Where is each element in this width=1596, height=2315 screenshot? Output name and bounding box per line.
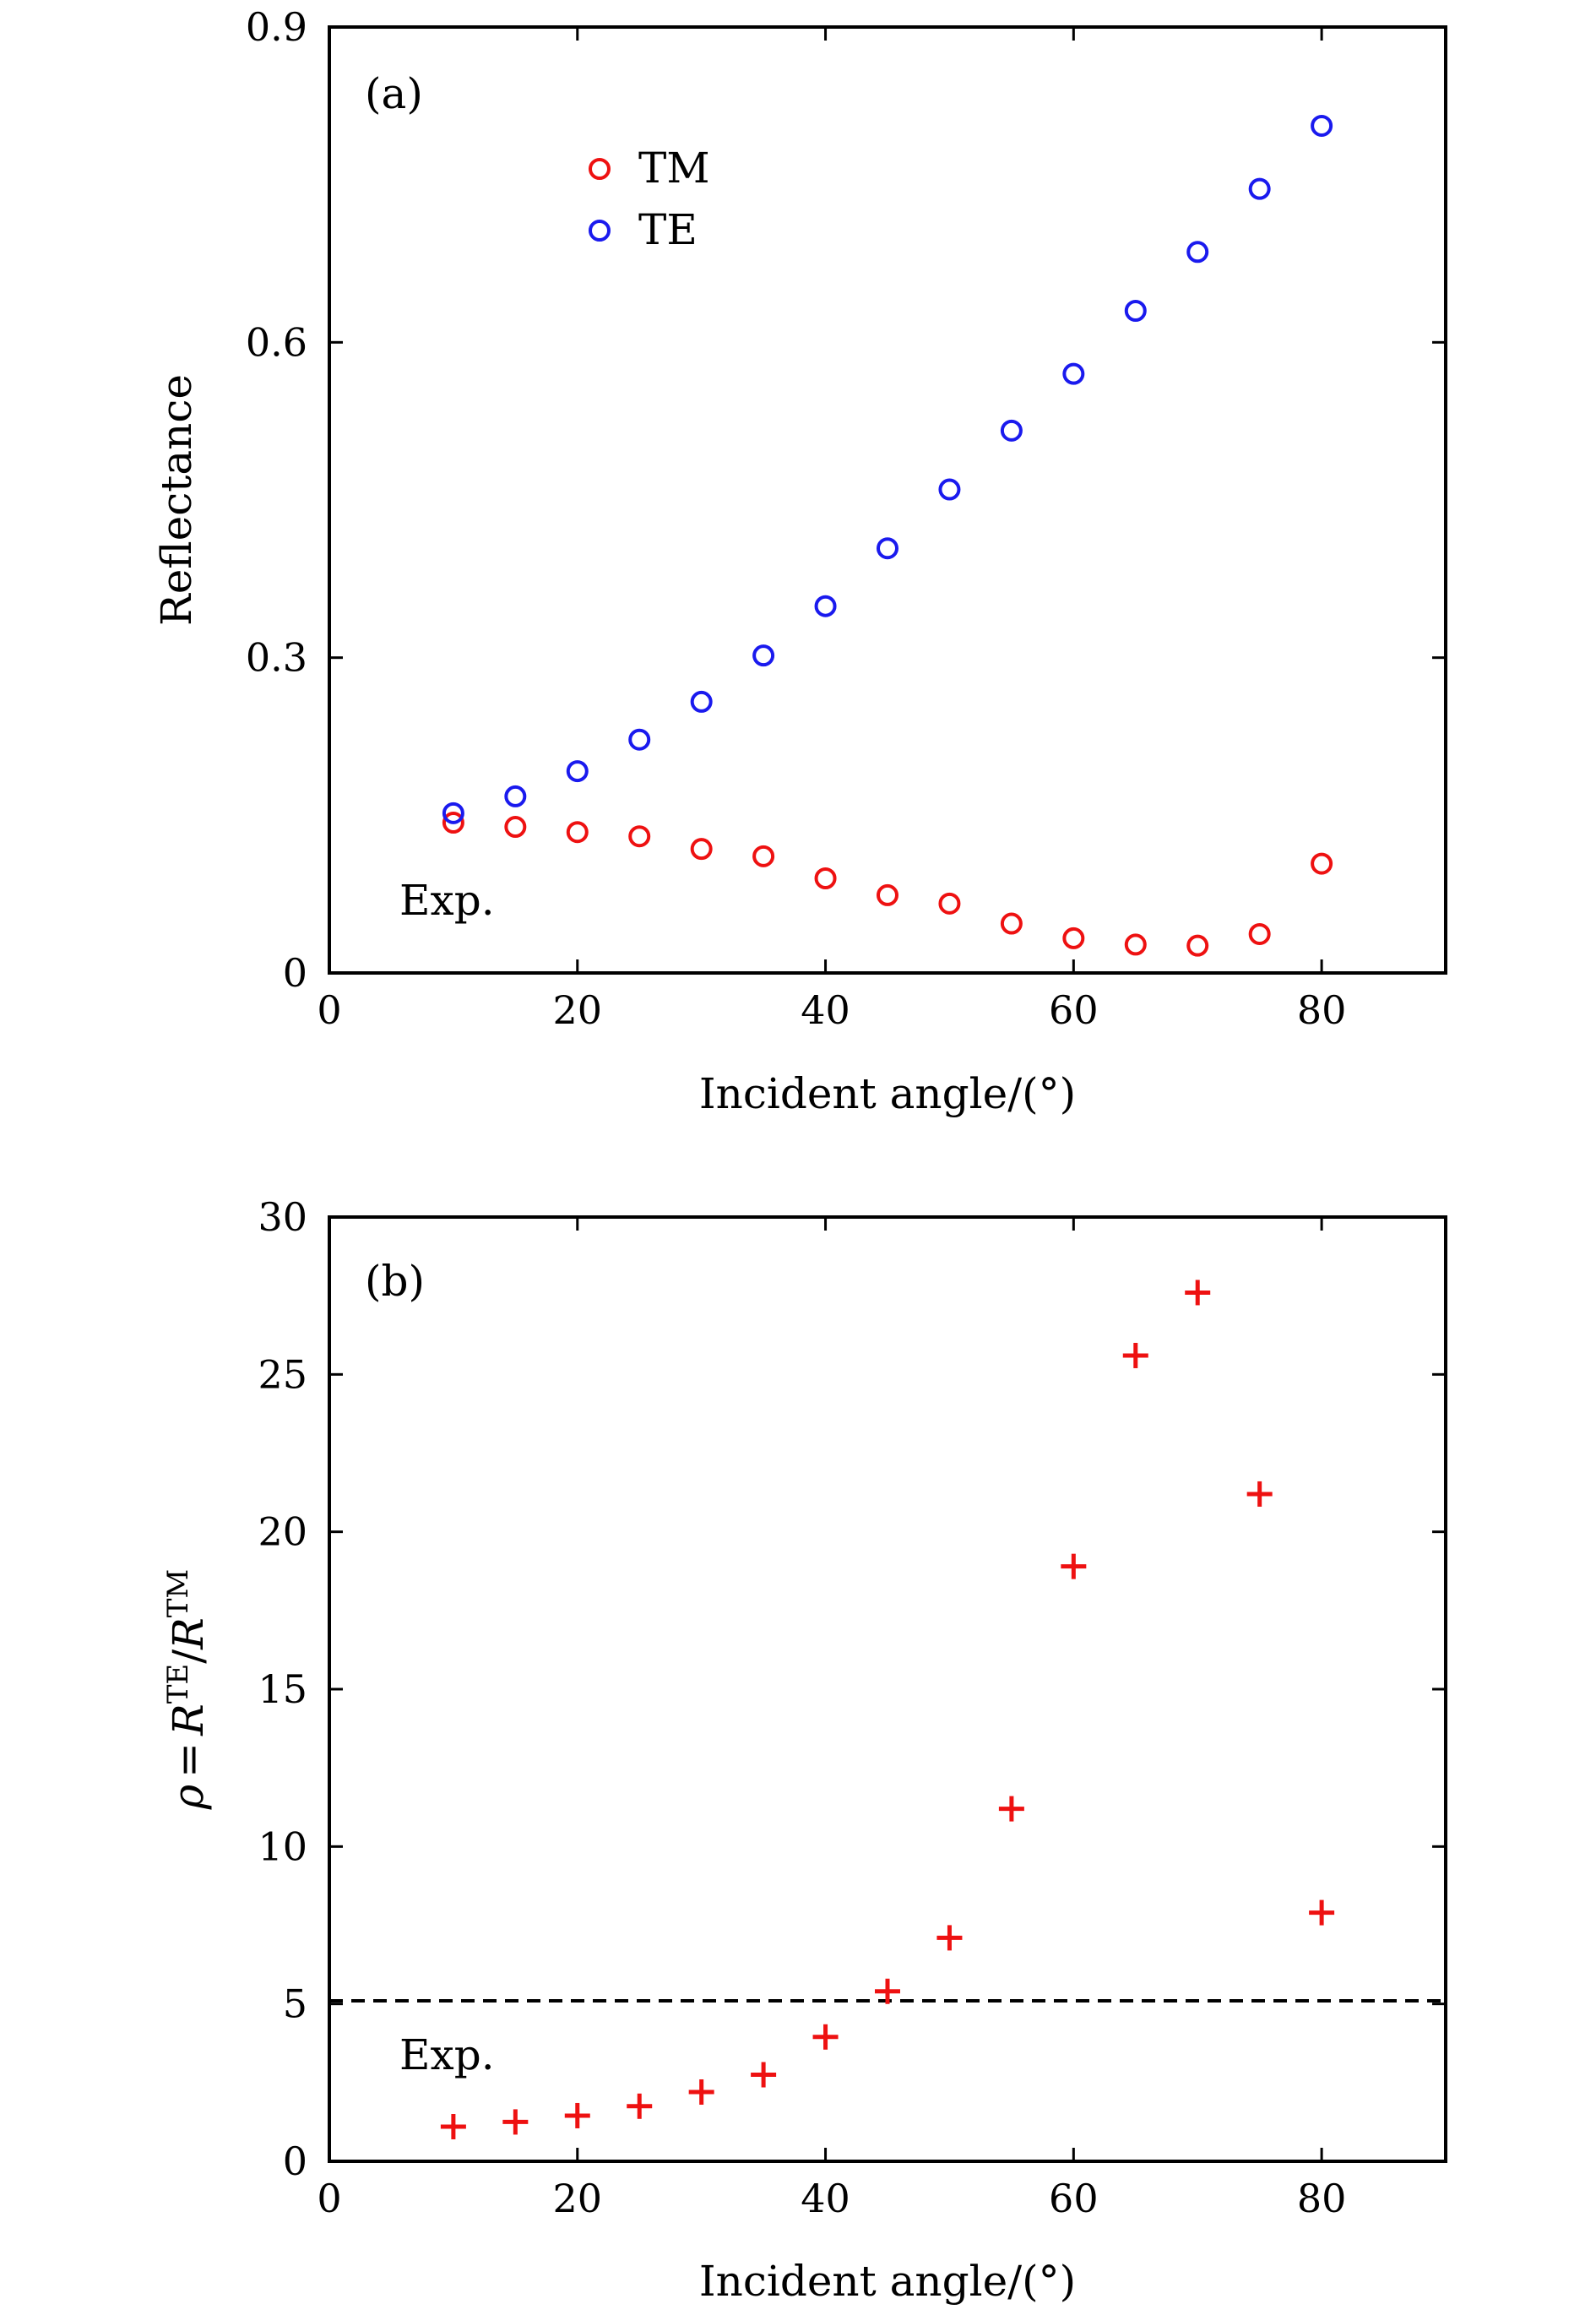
panel-a-tm-point [628, 825, 651, 848]
panel-a-tm-point [442, 812, 464, 834]
panel-a-te-point [1186, 241, 1209, 264]
panel-a-te-point [690, 690, 713, 713]
panel-b-x-tick-label: 0 [317, 2176, 341, 2221]
panel-b-x-tick-label: 80 [1297, 2176, 1347, 2221]
panel-b-plot-frame [328, 1215, 1447, 2163]
panel-a-y-tick-label: 0.3 [246, 635, 307, 681]
panel-a-te-point [1311, 114, 1333, 137]
panel-a-te-point [1124, 300, 1147, 322]
legend-te-marker [589, 220, 611, 242]
panel-a-data-points [442, 114, 1333, 957]
panel-b-y-title-equals: = [164, 1742, 213, 1778]
panel-a-tm-point [814, 867, 837, 889]
panel-b-rho-point [1122, 1342, 1148, 1368]
panel-b-ratio-chart: 0 20 40 60 80 0 5 10 15 20 25 30 (b) Exp. Incident … [161, 1194, 1447, 2306]
panel-b-rho-point [1061, 1553, 1087, 1579]
panel-a-tm-point [690, 838, 713, 861]
panel-b-y-tick-label: 30 [258, 1194, 307, 1240]
panel-b-rho-point [627, 2093, 653, 2119]
panel-b-rho-point [812, 2024, 839, 2050]
panel-a-legend: TM TE [589, 144, 710, 254]
panel-b-x-tick-label: 60 [1049, 2176, 1099, 2221]
panel-a-tm-point [752, 845, 775, 867]
panel-b-y-title-tm: TM [161, 1569, 195, 1618]
panel-b-x-tick-label: 20 [553, 2176, 603, 2221]
panel-b-y-tick-label: 25 [258, 1351, 307, 1397]
panel-a-y-tick-label: 0 [283, 950, 307, 996]
panel-a-te-point [628, 728, 651, 751]
panel-a-te-point [877, 537, 898, 560]
panel-b-y-tick-label: 10 [258, 1823, 307, 1869]
panel-a-tm-point [1000, 912, 1023, 935]
legend-te-label: TE [638, 205, 698, 254]
panel-a-te-point [938, 478, 961, 501]
panel-a-x-tick-label: 20 [553, 987, 603, 1033]
panel-a-tm-point [566, 821, 589, 844]
panel-a-te-point [1248, 177, 1271, 200]
panel-a-te-point [752, 644, 775, 667]
panel-a-reflectance-chart: 0 20 40 60 80 0 0.3 0.6 0.9 (a) TM TE Exp. Incid… [152, 4, 1447, 1118]
panel-a-tm-point [938, 892, 961, 915]
panel-a-x-tick-label: 80 [1297, 987, 1347, 1033]
panel-a-te-point [814, 595, 837, 617]
panel-b-rho-point [564, 2102, 590, 2128]
panel-a-tm-point [1186, 934, 1209, 957]
panel-b-rho-point [1309, 1899, 1335, 1926]
panel-b-y-axis-title: ρ=RTE/RTM [161, 1569, 213, 1810]
panel-a-ticks [328, 25, 1446, 975]
panel-b-y-title-slash: / [164, 1649, 213, 1664]
panel-b-y-tick-label: 20 [258, 1509, 307, 1555]
panel-a-te-point [504, 785, 527, 807]
panel-b-rho-point [936, 1925, 963, 1951]
panel-b-y-tick-label: 5 [283, 1981, 307, 2027]
panel-b-rho-point [875, 1978, 900, 2004]
panel-a-te-point [566, 760, 589, 783]
panel-a-te-point [1062, 362, 1085, 385]
legend-tm-label: TM [638, 144, 710, 193]
panel-a-exp-annotation: Exp. [399, 876, 495, 925]
panel-a-x-axis-title: Incident angle/(°) [699, 1069, 1076, 1118]
panel-b-ticks [328, 1215, 1446, 2163]
panel-a-tm-point [504, 816, 527, 839]
panel-b-rho-point [1246, 1481, 1273, 1507]
panel-b-exp-annotation: Exp. [399, 2030, 495, 2079]
panel-a-y-tick-label: 0.9 [246, 4, 307, 50]
panel-a-label: (a) [365, 69, 423, 118]
panel-b-label: (b) [365, 1257, 425, 1306]
panel-a-tm-point [1311, 852, 1333, 875]
panel-a-x-tick-label: 60 [1049, 987, 1099, 1033]
panel-b-rho-point [1185, 1280, 1211, 1306]
panel-a-x-tick-label: 0 [317, 987, 341, 1033]
panel-b-y-title-rho: ρ [164, 1784, 213, 1810]
legend-tm-marker [589, 158, 611, 180]
panel-a-tm-point [877, 883, 898, 906]
panel-b-y-tick-label: 15 [258, 1666, 307, 1712]
panel-b-rho-point [688, 2079, 714, 2106]
panel-a-y-axis-title: Reflectance [152, 374, 201, 626]
panel-b-y-title-r1: R [164, 1704, 213, 1736]
panel-b-y-tick-label: 0 [283, 2138, 307, 2184]
panel-a-x-tick-label: 40 [801, 987, 850, 1033]
panel-b-y-title-r2: R [164, 1617, 213, 1650]
panel-b-tick-labels: 0 20 40 60 80 0 5 10 15 20 25 30 [258, 1194, 1346, 2221]
panel-a-y-tick-label: 0.6 [246, 319, 307, 365]
panel-b-data-points [440, 1280, 1335, 2140]
panel-a-tm-point [1124, 933, 1147, 956]
panel-a-tm-point [1248, 922, 1271, 945]
panel-a-tm-point [1062, 927, 1085, 949]
panel-b-y-title-te: TE [161, 1664, 195, 1704]
panel-b-rho-point [502, 2109, 529, 2135]
panel-b-rho-point [751, 2062, 777, 2088]
panel-b-rho-point [440, 2114, 466, 2140]
panel-b-rho-point [998, 1796, 1024, 1822]
panel-b-x-tick-label: 40 [801, 2176, 850, 2221]
panel-a-tick-labels: 0 20 40 60 80 0 0.3 0.6 0.9 [246, 4, 1347, 1033]
panel-a-plot-frame [328, 25, 1447, 975]
panel-b-x-axis-title: Incident angle/(°) [699, 2257, 1076, 2306]
panel-a-te-point [442, 802, 464, 824]
panel-a-te-point [1000, 419, 1023, 442]
